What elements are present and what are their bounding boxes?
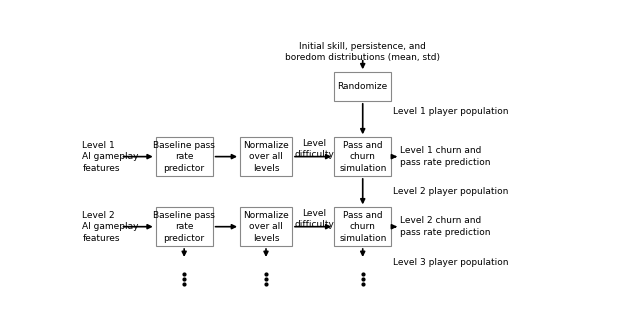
Text: Randomize: Randomize [337, 82, 388, 91]
Text: Level 2 churn and
pass rate prediction: Level 2 churn and pass rate prediction [400, 216, 490, 237]
FancyBboxPatch shape [334, 72, 391, 101]
FancyBboxPatch shape [156, 207, 212, 246]
Text: Level 1 churn and
pass rate prediction: Level 1 churn and pass rate prediction [400, 146, 490, 167]
Text: Normalize
over all
levels: Normalize over all levels [243, 141, 289, 173]
Text: Pass and
churn
simulation: Pass and churn simulation [339, 141, 387, 173]
Text: Normalize
over all
levels: Normalize over all levels [243, 211, 289, 243]
Text: Initial skill, persistence, and
boredom distributions (mean, std): Initial skill, persistence, and boredom … [285, 42, 440, 62]
Text: Pass and
churn
simulation: Pass and churn simulation [339, 211, 387, 243]
FancyBboxPatch shape [334, 137, 391, 176]
FancyBboxPatch shape [156, 137, 212, 176]
Text: Level 3 player population: Level 3 player population [394, 258, 509, 267]
Text: Level 2
AI gameplay
features: Level 2 AI gameplay features [83, 211, 139, 243]
Text: Baseline pass
rate
predictor: Baseline pass rate predictor [153, 141, 215, 173]
Text: Level 2 player population: Level 2 player population [394, 187, 509, 196]
Text: Level
difficulty: Level difficulty [294, 139, 334, 159]
Text: Level 1
AI gameplay
features: Level 1 AI gameplay features [83, 141, 139, 173]
Text: Baseline pass
rate
predictor: Baseline pass rate predictor [153, 211, 215, 243]
FancyBboxPatch shape [240, 207, 292, 246]
FancyBboxPatch shape [240, 137, 292, 176]
Text: Level
difficulty: Level difficulty [294, 209, 334, 229]
Text: Level 1 player population: Level 1 player population [394, 107, 509, 116]
FancyBboxPatch shape [334, 207, 391, 246]
